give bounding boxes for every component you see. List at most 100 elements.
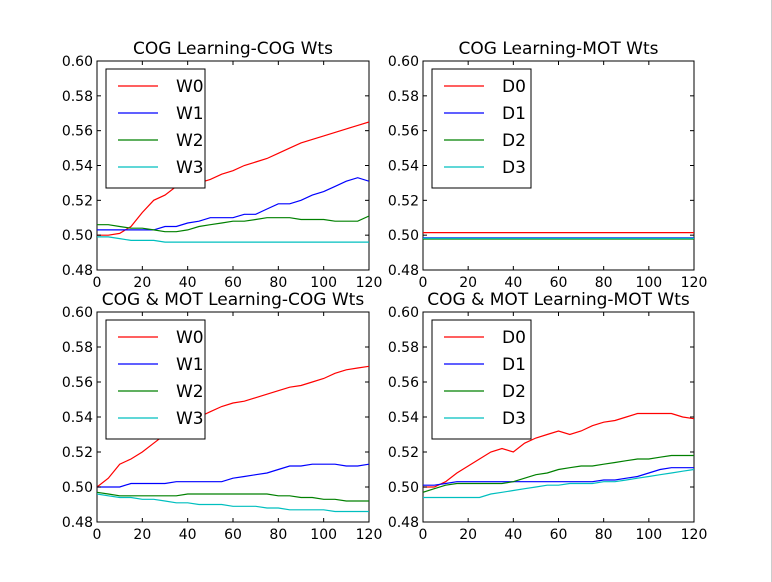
y-tick-label: 0.54 <box>388 159 419 175</box>
x-tick-label: 100 <box>635 275 662 291</box>
y-tick-label: 0.50 <box>62 228 93 244</box>
y-tick-label: 0.54 <box>388 410 419 426</box>
series-line-W1 <box>97 463 369 488</box>
legend: D0 D1 D2 D3 <box>431 68 532 189</box>
y-tick-label: 0.56 <box>388 124 419 140</box>
legend-box <box>431 319 532 440</box>
x-tick-label: 40 <box>179 275 197 291</box>
y-tick-label: 0.50 <box>388 480 419 496</box>
x-tick-label: 20 <box>459 527 477 543</box>
y-tick-label: 0.54 <box>62 410 93 426</box>
y-tick-label: 0.56 <box>388 375 419 391</box>
y-tick-label: 0.58 <box>62 89 93 105</box>
series-line-W3 <box>97 236 369 243</box>
x-tick-label: 40 <box>179 527 197 543</box>
series-line-W0 <box>97 121 369 236</box>
legend: W0 W1 W2 W3 <box>105 319 206 440</box>
y-tick-label: 0.60 <box>388 54 419 70</box>
y-tick-label: 0.50 <box>388 228 419 244</box>
legend-label: D0 <box>502 77 526 97</box>
x-tick-label: 40 <box>504 527 522 543</box>
y-tick-label: 0.50 <box>62 480 93 496</box>
legend-label: W1 <box>176 355 204 375</box>
chart-title: COG & MOT Learning-MOT Wts <box>427 290 690 310</box>
x-tick-label: 0 <box>419 275 428 291</box>
series-line-W0 <box>97 365 369 488</box>
legend-label: W2 <box>176 382 204 402</box>
y-tick-label: 0.56 <box>62 375 93 391</box>
x-tick-label: 100 <box>635 527 662 543</box>
subplot-4: COG & MOT Learning-MOT Wts 0 20 40 60 80 100 12… <box>388 290 708 543</box>
y-tick-label: 0.48 <box>62 263 93 279</box>
legend-box <box>105 68 206 189</box>
series-line-D0 <box>423 412 694 488</box>
legend-label: D1 <box>502 355 526 375</box>
series-line-W2 <box>97 215 369 233</box>
series-line-W3 <box>97 493 369 513</box>
legend-label: W0 <box>176 77 204 97</box>
chart-title: COG Learning-MOT Wts <box>459 39 659 59</box>
x-tick-label: 0 <box>93 275 102 291</box>
legend-box <box>431 68 532 189</box>
x-tick-label: 80 <box>595 527 613 543</box>
legend-label: D0 <box>502 328 526 348</box>
y-tick-label: 0.58 <box>388 340 419 356</box>
legend-label: W2 <box>176 131 204 151</box>
x-tick-label: 20 <box>133 527 151 543</box>
x-tick-label: 20 <box>133 275 151 291</box>
series-group <box>423 232 694 240</box>
legend-label: D3 <box>502 409 526 429</box>
x-tick-label: 120 <box>681 527 708 543</box>
series-line-D1 <box>423 467 694 486</box>
subplot-1: COG Learning-COG Wts 0 20 40 60 80 100 120 0.48 0… <box>62 39 383 291</box>
x-tick-label: 40 <box>504 275 522 291</box>
x-tick-label: 60 <box>550 527 568 543</box>
x-tick-label: 0 <box>93 527 102 543</box>
subplot-2: COG Learning-MOT Wts 0 20 40 60 80 100 120 0.48 0… <box>388 39 708 291</box>
x-tick-label: 60 <box>550 275 568 291</box>
y-tick-label: 0.48 <box>62 515 93 531</box>
y-tick-label: 0.56 <box>62 124 93 140</box>
chart-title: COG & MOT Learning-COG Wts <box>102 290 365 310</box>
legend-label: W1 <box>176 104 204 124</box>
series-group <box>423 412 694 499</box>
series-line-D3 <box>423 468 694 499</box>
x-tick-label: 60 <box>224 275 242 291</box>
x-tick-label: 20 <box>459 275 477 291</box>
y-tick-label: 0.54 <box>62 159 93 175</box>
chart-title: COG Learning-COG Wts <box>133 39 333 59</box>
legend-label: W3 <box>176 158 204 178</box>
x-tick-label: 80 <box>595 275 613 291</box>
legend-box <box>105 319 206 440</box>
y-tick-label: 0.52 <box>62 193 93 209</box>
y-tick-label: 0.58 <box>388 89 419 105</box>
legend-label: W0 <box>176 328 204 348</box>
y-tick-label: 0.52 <box>388 193 419 209</box>
legend-label: D1 <box>502 104 526 124</box>
x-tick-label: 80 <box>269 527 287 543</box>
y-tick-label: 0.58 <box>62 340 93 356</box>
x-tick-label: 80 <box>269 275 287 291</box>
y-tick-label: 0.52 <box>62 445 93 461</box>
x-tick-label: 120 <box>681 275 708 291</box>
y-tick-label: 0.52 <box>388 445 419 461</box>
series-line-W2 <box>97 491 369 502</box>
series-line-W1 <box>97 177 369 231</box>
x-tick-label: 60 <box>224 527 242 543</box>
x-tick-label: 0 <box>419 527 428 543</box>
y-tick-label: 0.48 <box>388 263 419 279</box>
y-tick-label: 0.48 <box>388 515 419 531</box>
legend-label: D2 <box>502 382 526 402</box>
x-tick-label: 120 <box>356 527 383 543</box>
series-line-D2 <box>423 454 694 493</box>
series-group <box>97 365 369 513</box>
legend: W0 W1 W2 W3 <box>105 68 206 189</box>
legend-label: D3 <box>502 158 526 178</box>
x-tick-label: 100 <box>310 527 337 543</box>
series-group <box>97 121 369 243</box>
x-tick-label: 100 <box>310 275 337 291</box>
legend-label: W3 <box>176 409 204 429</box>
y-tick-label: 0.60 <box>62 54 93 70</box>
